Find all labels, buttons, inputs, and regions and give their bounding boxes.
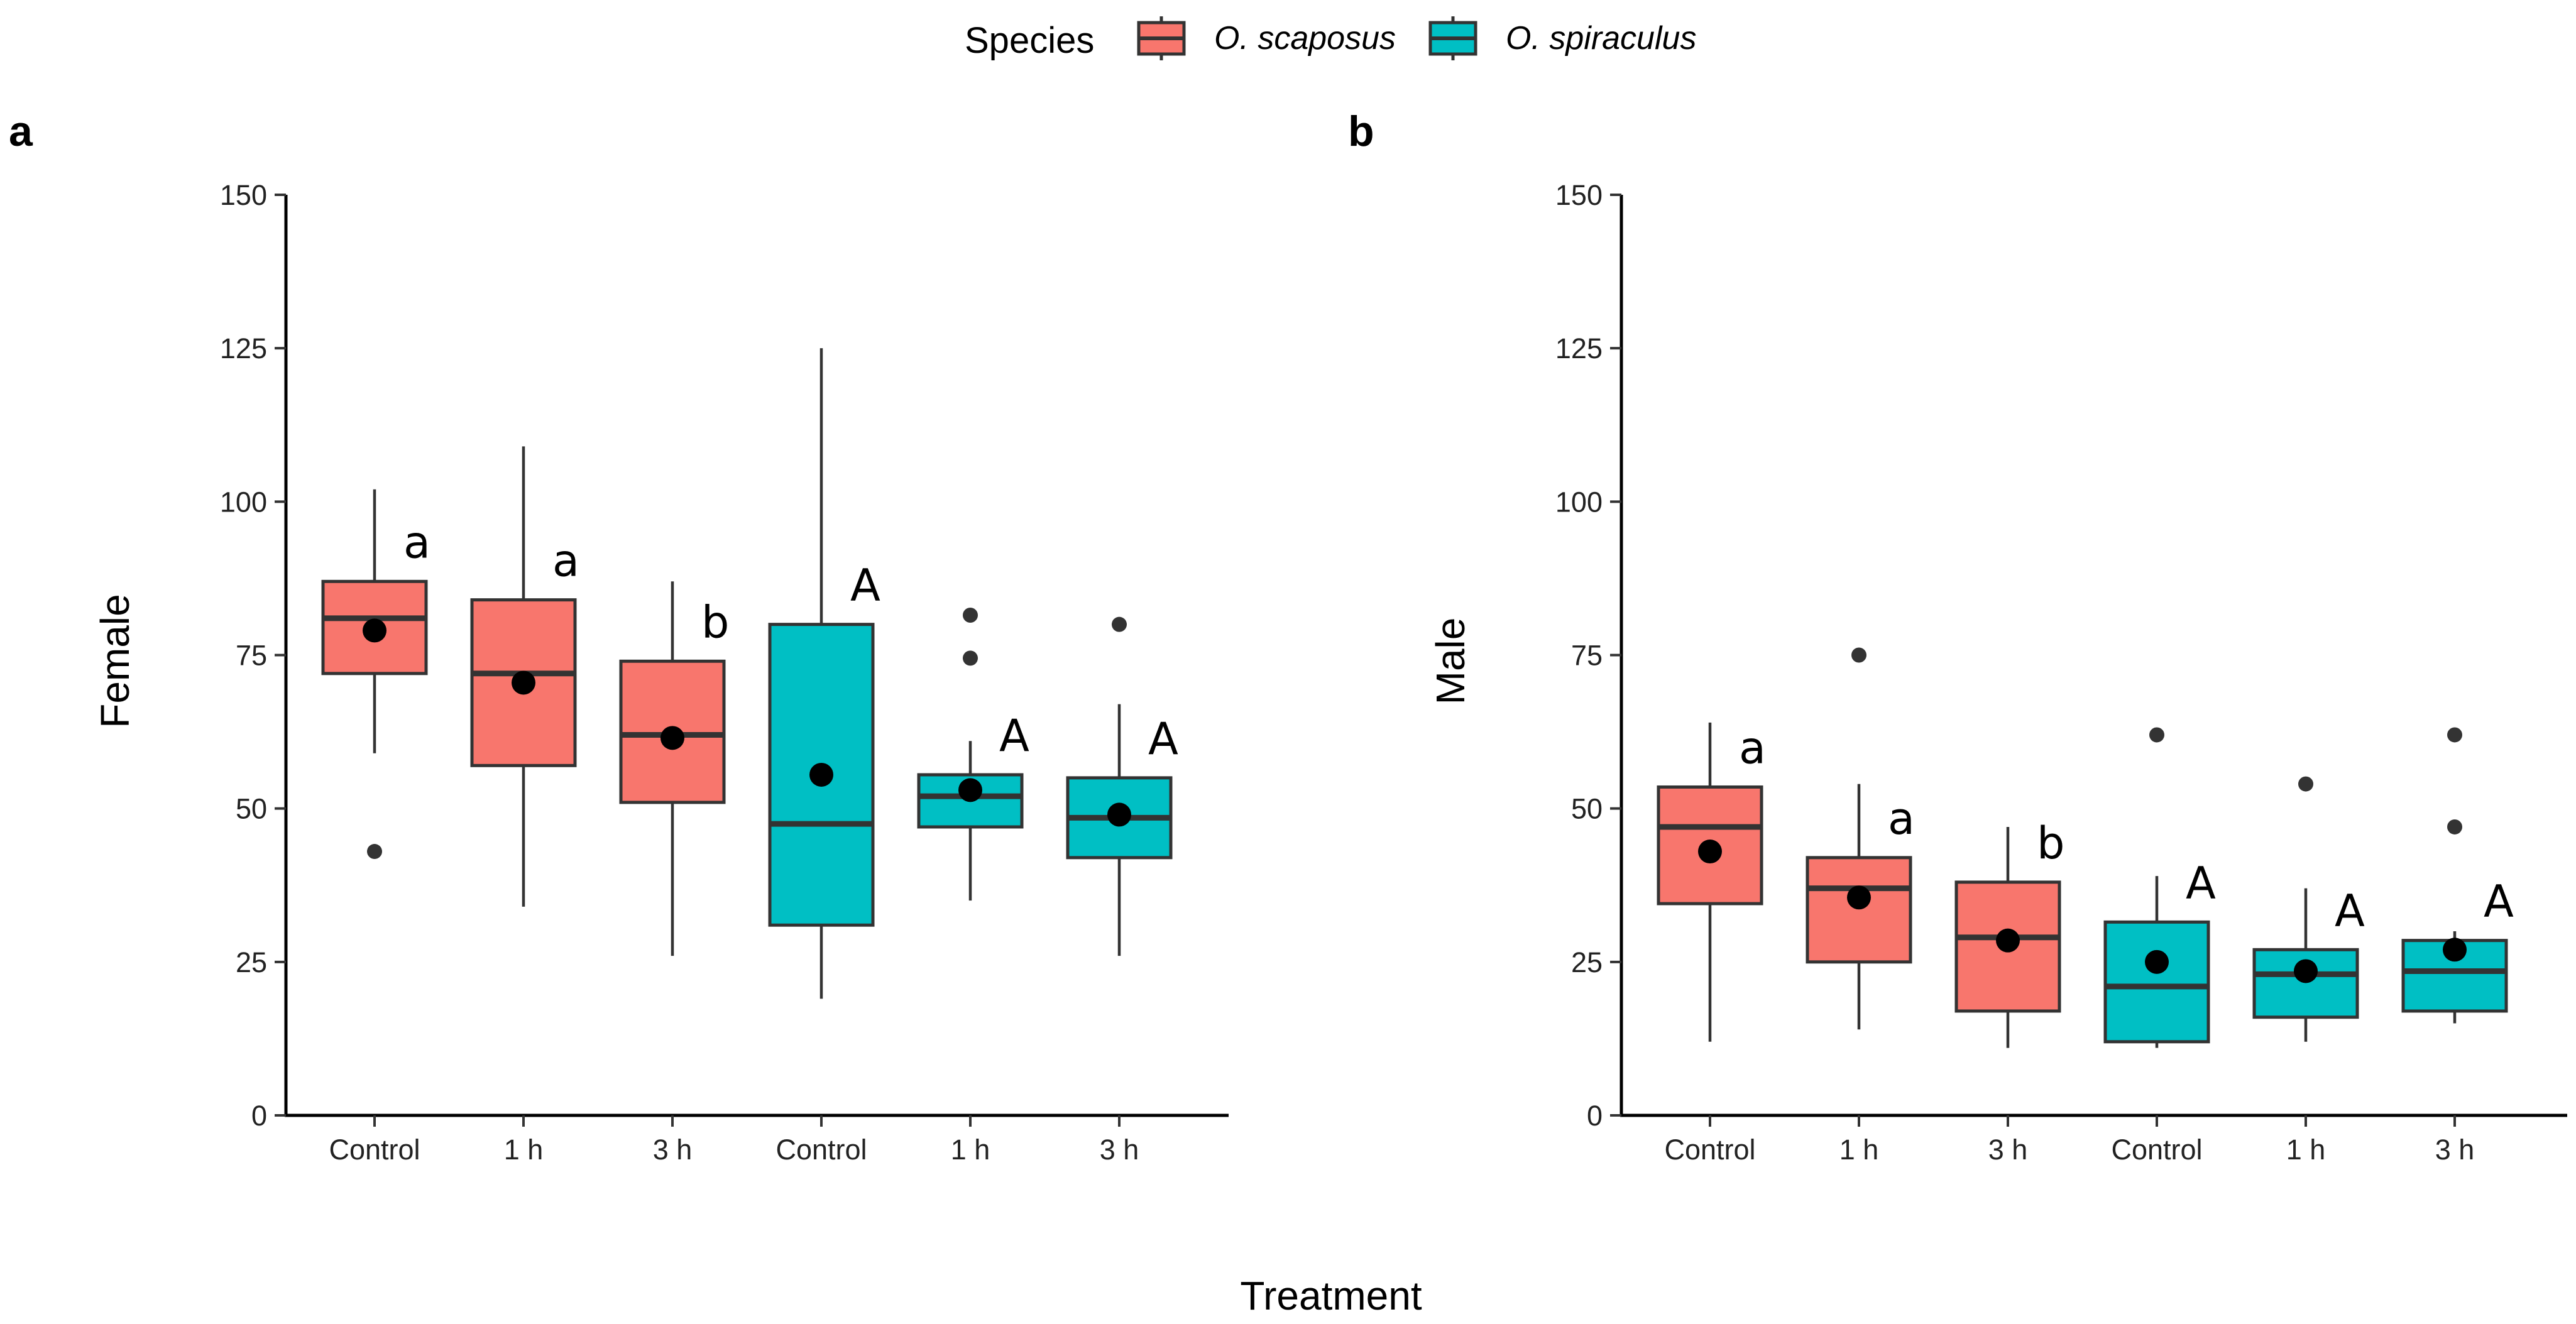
significance-letter: A <box>2335 885 2365 936</box>
panel-a-y-tick-label: 75 <box>236 640 267 672</box>
panel-b-y-tick-label: 25 <box>1571 946 1603 978</box>
panel-b-x-tick-label: 1 h <box>1839 1134 1879 1166</box>
panel-b-box-group: a <box>1806 647 1915 1030</box>
mean-point <box>1847 885 1871 910</box>
panel-b-x-tick-label: 1 h <box>2286 1134 2326 1166</box>
mean-point <box>1996 928 2020 953</box>
panel-b-y-tick-label: 125 <box>1555 332 1603 364</box>
panel-a-y-tick-label: 100 <box>220 486 267 518</box>
outlier-point <box>2447 819 2462 834</box>
panel-b-box-group: A <box>2103 727 2216 1048</box>
panel-b-x-tick-label: Control <box>1664 1134 1755 1166</box>
legend: Species O. scaposus O. spiraculus <box>965 16 1696 61</box>
panel-a-x-tick-label: 1 h <box>951 1134 990 1166</box>
panel-b-box-group: b <box>1954 818 2064 1048</box>
panel-a-box-group: a <box>470 446 579 907</box>
panel-b-letter: b <box>1348 107 1374 155</box>
significance-letter: b <box>701 596 729 648</box>
box <box>2103 920 2210 1044</box>
outlier-point <box>1851 647 1866 663</box>
outlier-point <box>367 844 382 860</box>
significance-letter: a <box>552 535 579 587</box>
mean-point <box>958 778 982 802</box>
panel-b-y-tick-label: 0 <box>1587 1100 1603 1132</box>
outlier-point <box>2149 727 2164 743</box>
box <box>470 598 577 767</box>
x-axis-title: Treatment <box>1240 1273 1422 1318</box>
significance-letter: b <box>2037 818 2064 869</box>
panel-a-y-tick-label: 25 <box>236 946 267 978</box>
mean-point <box>1698 840 1722 864</box>
panel-b-y-tick-label: 50 <box>1571 793 1603 825</box>
outlier-point <box>963 650 978 666</box>
significance-letter: a <box>1739 722 1766 774</box>
outlier-point <box>2298 776 2313 792</box>
panel-a-box-group: A <box>768 348 880 999</box>
panel-a-y-tick-label: 50 <box>236 793 267 825</box>
panel-a-y-tick-label: 0 <box>251 1100 267 1132</box>
mean-point <box>1107 802 1131 827</box>
panel-a-x-tick-label: Control <box>776 1134 867 1166</box>
legend-key-spiraculus <box>1428 16 1477 60</box>
mean-point <box>2145 949 2169 974</box>
mean-point <box>660 726 684 750</box>
panel-a-box-group: a <box>321 489 430 860</box>
outlier-point <box>2447 727 2462 743</box>
panel-b-y-tick-label: 100 <box>1555 486 1603 518</box>
panel-a-letter: a <box>9 107 33 155</box>
legend-label-spiraculus: O. spiraculus <box>1506 20 1696 57</box>
panel-b-box-group: A <box>2401 727 2514 1024</box>
mean-point <box>2443 938 2467 962</box>
significance-letter: A <box>850 560 880 611</box>
panel-a-y-tick-label: 150 <box>220 179 267 211</box>
panel-a-box-group: A <box>1066 616 1178 956</box>
outlier-point <box>1112 616 1127 632</box>
mean-point <box>512 670 535 695</box>
panel-b-x-tick-label: Control <box>2111 1134 2202 1166</box>
panel-a-plot: 0 25 50 75 100 125 150 Control 1 h 3 h Control 1 h 3… <box>220 179 1229 1166</box>
significance-letter: a <box>403 517 430 568</box>
significance-letter: A <box>999 710 1029 762</box>
mean-point <box>809 762 833 787</box>
panel-b-box-group: A <box>2252 776 2365 1042</box>
panel-a-x-tick-label: 3 h <box>1100 1134 1139 1166</box>
panel-b-plot: 0 25 50 75 100 125 150 Control 1 h 3 h Control 1 h 3… <box>1555 179 2567 1166</box>
panel-b-y-tick-label: 75 <box>1571 640 1603 672</box>
panel-a-x-tick-label: 3 h <box>653 1134 693 1166</box>
significance-letter: a <box>1888 793 1915 845</box>
significance-letter: A <box>1148 713 1178 765</box>
mean-point <box>363 618 386 643</box>
panel-b-ylabel: Male <box>1428 618 1473 705</box>
panel-b-x-tick-label: 3 h <box>2435 1134 2475 1166</box>
panel-b-y-tick-label: 150 <box>1555 179 1603 211</box>
mean-point <box>2294 959 2318 983</box>
box <box>1806 856 1912 964</box>
panel-a-x-tick-label: 1 h <box>504 1134 544 1166</box>
panel-b-x-tick-label: 3 h <box>1988 1134 2028 1166</box>
significance-letter: A <box>2484 876 2514 927</box>
legend-label-scaposus: O. scaposus <box>1214 20 1396 57</box>
legend-title: Species <box>965 20 1094 61</box>
panel-a-ylabel: Female <box>92 594 138 728</box>
significance-letter: A <box>2186 857 2216 909</box>
panel-a-box-group: b <box>619 581 729 956</box>
outlier-point <box>963 608 978 623</box>
panel-a-x-tick-label: Control <box>329 1134 420 1166</box>
panel-b-box-group: a <box>1657 722 1766 1042</box>
panel-a-box-group: A <box>917 608 1029 901</box>
legend-key-scaposus <box>1137 16 1186 60</box>
panel-a-y-tick-label: 125 <box>220 332 267 364</box>
